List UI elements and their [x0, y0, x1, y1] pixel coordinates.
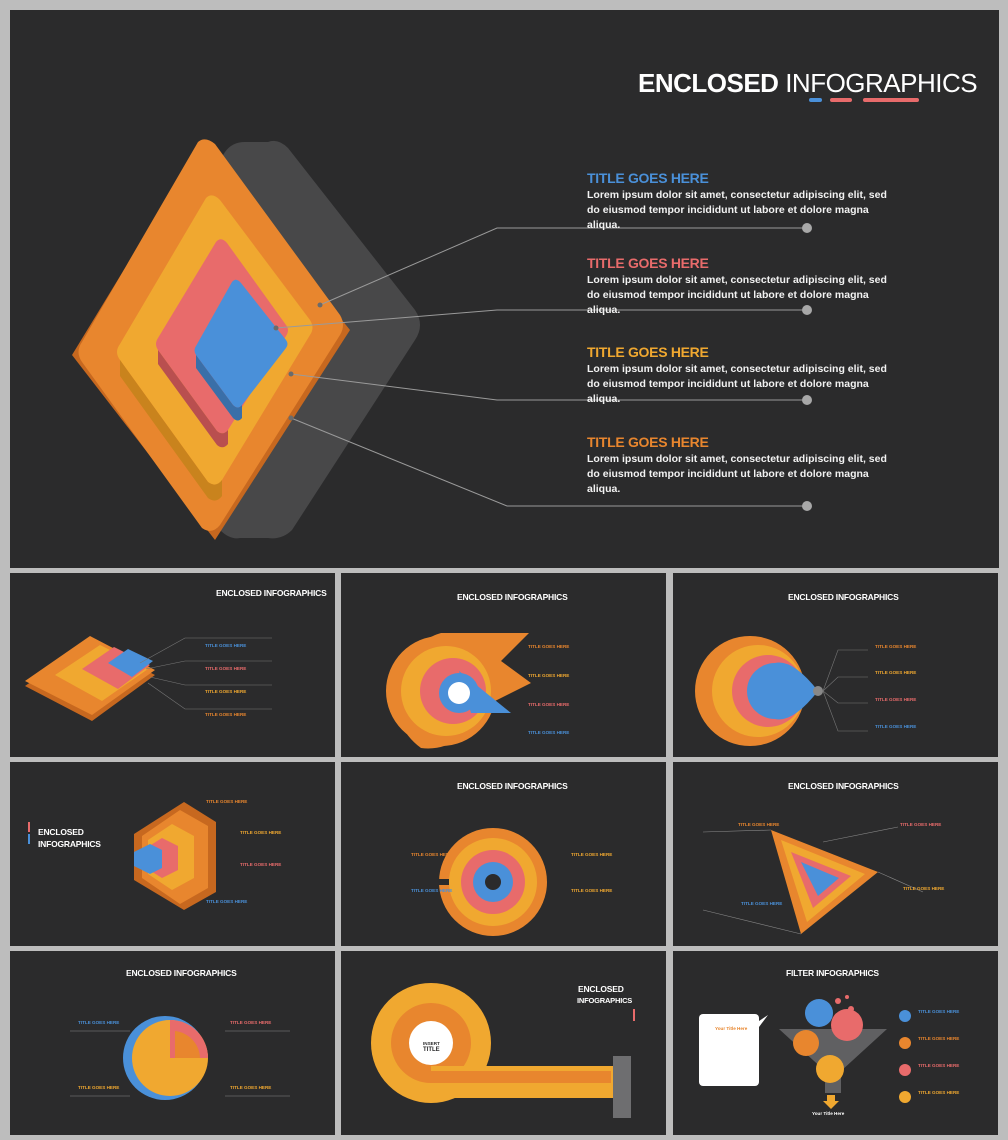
thumb-label: TITLE GOES HERE: [78, 1020, 120, 1025]
thumb-title: ENCLOSED INFOGRAPHICS: [457, 781, 568, 791]
thumb-title-line1: ENCLOSED: [578, 984, 624, 994]
accent-bar-pink: [830, 98, 852, 102]
enclosed-diamond-graphic: [72, 139, 812, 540]
page-title: ENCLOSED INFOGRAPHICS: [638, 68, 978, 99]
nested-triangles-graphic: [702, 826, 924, 935]
thumbnail-slide-6[interactable]: ENCLOSED INFOGRAPHICS TITLE GOES HERE TI…: [673, 762, 998, 946]
thumb-label: TITLE GOES HERE: [900, 822, 942, 827]
thumb-label: TITLE GOES HERE: [738, 822, 780, 827]
thumbnail-slide-7[interactable]: ENCLOSED INFOGRAPHICS TITLE GOES HERE TI…: [10, 951, 335, 1135]
thumb-label: TITLE GOES HERE: [205, 712, 247, 717]
spiral-arrow-graphic: [371, 983, 635, 1118]
thumb-title-line2: INFOGRAPHICS: [38, 839, 101, 849]
thumb-label: TITLE GOES HERE: [528, 644, 570, 649]
thumb-label: TITLE GOES HERE: [411, 888, 453, 893]
thumb-label: TITLE GOES HERE: [230, 1020, 272, 1025]
thumb-label: TITLE GOES HERE: [918, 1090, 960, 1095]
sphere-cutaway-graphic: [70, 1016, 290, 1100]
thumb-title: ENCLOSED INFOGRAPHICS: [457, 592, 568, 602]
thumb-label: TITLE GOES HERE: [875, 670, 917, 675]
thumb-label: TITLE GOES HERE: [741, 901, 783, 906]
thumb-label: TITLE GOES HERE: [205, 666, 247, 671]
thumb-label: TITLE GOES HERE: [571, 888, 613, 893]
item-title-3: TITLE GOES HERE: [587, 344, 709, 360]
filter-funnel-graphic: [699, 995, 911, 1109]
thumb-label: TITLE GOES HERE: [240, 830, 282, 835]
thumb-label: TITLE GOES HERE: [206, 799, 248, 804]
center-title-label: TITLE: [423, 1047, 440, 1053]
thumbnail-slide-4[interactable]: ENCLOSED INFOGRAPHICS TITLE GOES HERE TI…: [10, 762, 335, 946]
thumb-label: TITLE GOES HERE: [918, 1036, 960, 1041]
item-body-2: Lorem ipsum dolor sit amet, consectetur …: [587, 274, 887, 316]
thumb-label: TITLE GOES HERE: [205, 689, 247, 694]
nested-drops-graphic: [386, 633, 531, 749]
thumb-label: TITLE GOES HERE: [918, 1009, 960, 1014]
thumb-title: FILTER INFOGRAPHICS: [786, 968, 879, 978]
thumb-label: TITLE GOES HERE: [528, 730, 570, 735]
thumbnail-slide-2[interactable]: ENCLOSED INFOGRAPHICS TITLE GOES HERE TI…: [341, 573, 666, 757]
item-title-2: TITLE GOES HERE: [587, 255, 709, 271]
thumb-label: TITLE GOES HERE: [528, 673, 570, 678]
thumb-label: TITLE GOES HERE: [875, 724, 917, 729]
thumb-label: TITLE GOES HERE: [205, 643, 247, 648]
thumb-label: TITLE GOES HERE: [918, 1063, 960, 1068]
accent-bar-blue: [809, 98, 822, 102]
thumb-title: ENCLOSED INFOGRAPHICS: [788, 592, 899, 602]
nested-hexagons-graphic: [28, 802, 216, 910]
item-title-4: TITLE GOES HERE: [587, 434, 709, 450]
thumb-title: ENCLOSED INFOGRAPHICS: [216, 588, 327, 598]
item-body-4: Lorem ipsum dolor sit amet, consectetur …: [587, 453, 887, 495]
thumb-title: ENCLOSED INFOGRAPHICS: [126, 968, 237, 978]
thumb-label: TITLE GOES HERE: [528, 702, 570, 707]
thumbnail-slide-1[interactable]: ENCLOSED INFOGRAPHICS TITLE GOES HERE TI…: [10, 573, 335, 757]
thumb-label: TITLE GOES HERE: [206, 899, 248, 904]
item-title-1: TITLE GOES HERE: [587, 170, 709, 186]
thumbnail-slide-9[interactable]: FILTER INFOGRAPHICS Your Title Here Your…: [673, 951, 998, 1135]
thumb-label: TITLE GOES HERE: [240, 862, 282, 867]
item-body-1: Lorem ipsum dolor sit amet, consectetur …: [587, 189, 887, 231]
concentric-rings-graphic: [439, 828, 547, 936]
thumbnail-slide-5[interactable]: ENCLOSED INFOGRAPHICS TITLE GOES HERE TI…: [341, 762, 666, 946]
thumb-label: TITLE GOES HERE: [411, 852, 453, 857]
thumb-title-line2: INFOGRAPHICS: [577, 996, 633, 1005]
stacked-squares-graphic: [25, 636, 272, 721]
thumb-label: TITLE GOES HERE: [875, 644, 917, 649]
thumbnail-slide-3[interactable]: ENCLOSED INFOGRAPHICS TITLE GOES HERE TI…: [673, 573, 998, 757]
thumbnail-slide-8[interactable]: ENCLOSED INFOGRAPHICS INSERT TITLE: [341, 951, 666, 1135]
thumb-label: TITLE GOES HERE: [875, 697, 917, 702]
title-bold: ENCLOSED: [638, 68, 779, 98]
thumb-label: TITLE GOES HERE: [903, 886, 945, 891]
nested-circles-graphic: [695, 636, 868, 746]
thumb-title-line1: ENCLOSED: [38, 827, 84, 837]
hero-slide[interactable]: ENCLOSED INFOGRAPHICS TITLE GOES HERE Lo…: [10, 10, 999, 568]
item-body-3: Lorem ipsum dolor sit amet, consectetur …: [587, 363, 887, 405]
title-light: INFOGRAPHICS: [778, 68, 978, 98]
thumb-label: TITLE GOES HERE: [230, 1085, 272, 1090]
thumb-label: TITLE GOES HERE: [571, 852, 613, 857]
thumb-label: TITLE GOES HERE: [78, 1085, 120, 1090]
note-title: Your Title Here: [715, 1026, 748, 1031]
center-insert-label: INSERT: [423, 1041, 440, 1046]
funnel-caption: Your Title Here: [812, 1111, 845, 1116]
thumb-title: ENCLOSED INFOGRAPHICS: [788, 781, 899, 791]
accent-bar-pink-long: [863, 98, 919, 102]
